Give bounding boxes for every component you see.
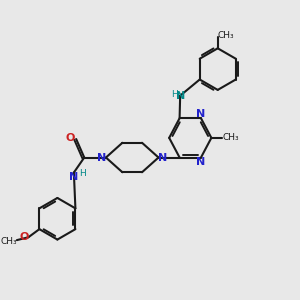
Text: CH₃: CH₃ [0,237,17,246]
Text: N: N [69,172,79,182]
Text: N: N [196,157,206,166]
Text: O: O [65,133,74,142]
Text: H: H [171,90,178,99]
Text: N: N [176,91,186,101]
Text: CH₃: CH₃ [223,134,239,142]
Text: H: H [79,169,86,178]
Text: CH₃: CH₃ [217,32,234,40]
Text: N: N [196,109,206,119]
Text: O: O [20,232,29,242]
Text: N: N [158,152,167,163]
Text: N: N [97,152,106,163]
